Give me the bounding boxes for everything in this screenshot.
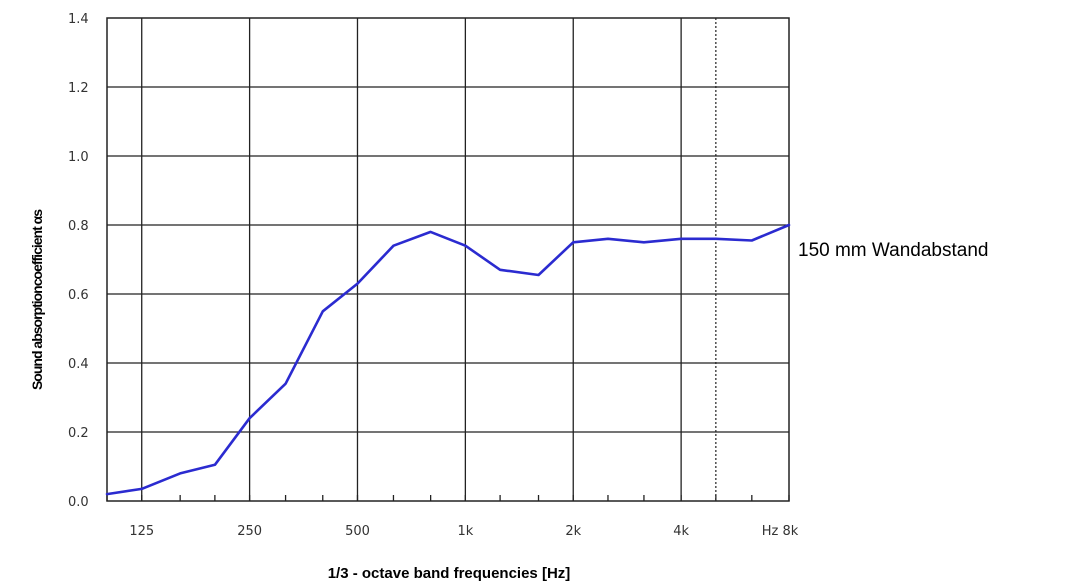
x-tick-label: 1k [457,524,473,539]
y-tick-label: 0.2 [68,426,89,441]
grid [106,17,790,502]
x-tick-label: 2k [565,524,581,539]
x-tick-label: 4k [673,524,689,539]
x-tick-label: 250 [237,524,262,539]
tick-labels: 0.0 0.2 0.4 0.6 0.8 1.0 1.2 1.4 125 250 500 1k 2k 4k H… [68,12,799,539]
y-tick-label: 0.8 [68,219,89,234]
y-tick-label: 1.4 [68,12,89,27]
x-tick-label: 500 [345,524,370,539]
plot-frame [106,17,790,502]
y-tick-label: 1.0 [68,150,89,165]
x-tick-label: Hz 8k [762,524,799,539]
y-tick-label: 0.6 [68,288,89,303]
y-axis-label: Sound absorptioncoefficient αs [29,209,45,390]
y-tick-label: 0.4 [68,357,89,372]
y-tick-label: 1.2 [68,81,89,96]
y-tick-label: 0.0 [68,495,89,510]
series-label: 150 mm Wandabstand [798,240,989,261]
x-axis-label: 1/3 - octave band frequencies [Hz] [328,565,571,582]
x-tick-label: 125 [129,524,154,539]
series-line [105,223,791,496]
series-layer [105,223,791,496]
